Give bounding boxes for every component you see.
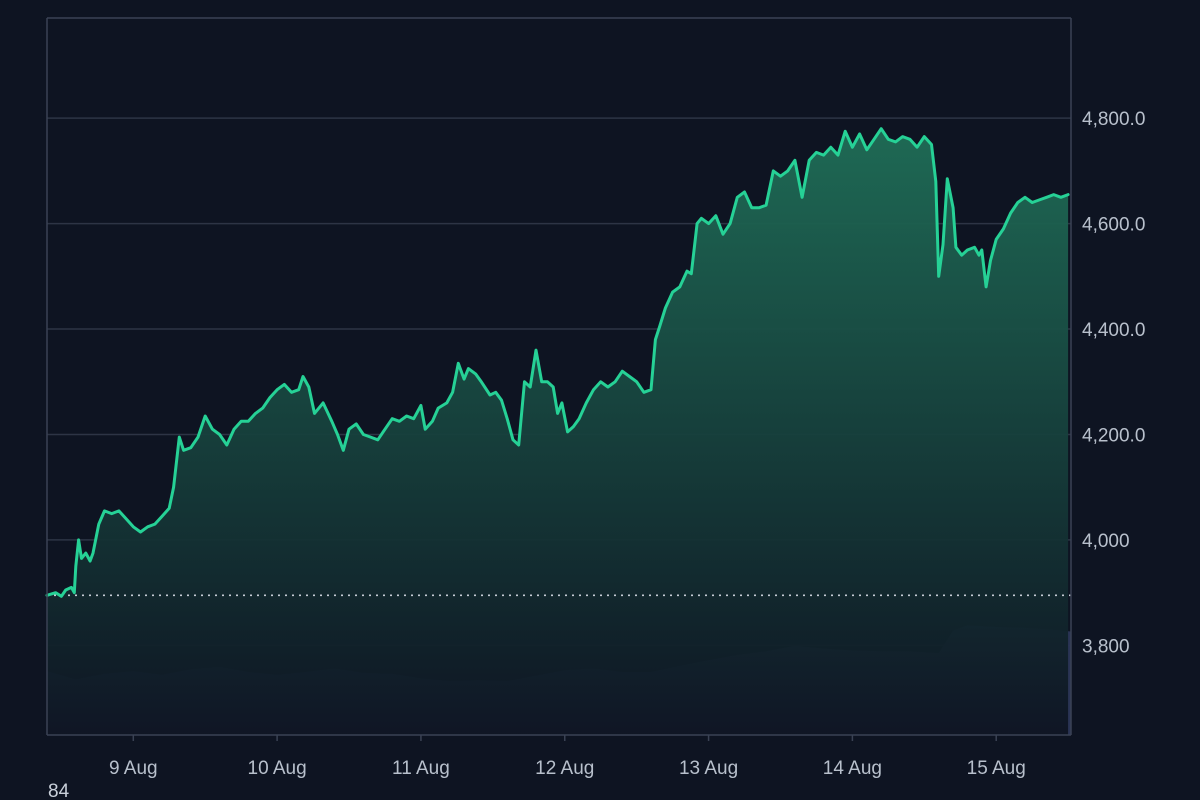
- price-area-shape: [47, 128, 1069, 735]
- plot-frame: [46, 17, 1072, 736]
- x-tick-label: 14 Aug: [823, 758, 882, 779]
- y-axis-ticks: 3,800 4,000 4,200.0 4,400.0 4,600.0 4,800.0: [1082, 109, 1145, 657]
- y-tick-label: 4,800.0: [1082, 109, 1145, 130]
- x-axis-ticks: 9 Aug 10 Aug 11 Aug 12 Aug 13 Aug 14 Aug 15 Au…: [109, 735, 1026, 779]
- x-tick-label: 9 Aug: [109, 758, 158, 779]
- x-tick-label: 11 Aug: [392, 758, 450, 779]
- price-line-path: [45, 127, 1070, 598]
- y-tick-label: 3,800: [1082, 636, 1130, 657]
- x-tick-label: 15 Aug: [967, 758, 1026, 779]
- x-tick-label: 12 Aug: [535, 758, 594, 779]
- x-tick-label: 10 Aug: [248, 758, 307, 779]
- y-tick-label: 4,600.0: [1082, 215, 1145, 236]
- corner-label: 84: [48, 781, 70, 800]
- price-area: [47, 128, 1069, 735]
- price-line: [45, 127, 1070, 598]
- y-tick-label: 4,000: [1082, 531, 1130, 552]
- x-tick-label: 13 Aug: [679, 758, 738, 779]
- y-tick-label: 4,400.0: [1082, 320, 1145, 341]
- y-tick-label: 4,200.0: [1082, 425, 1145, 446]
